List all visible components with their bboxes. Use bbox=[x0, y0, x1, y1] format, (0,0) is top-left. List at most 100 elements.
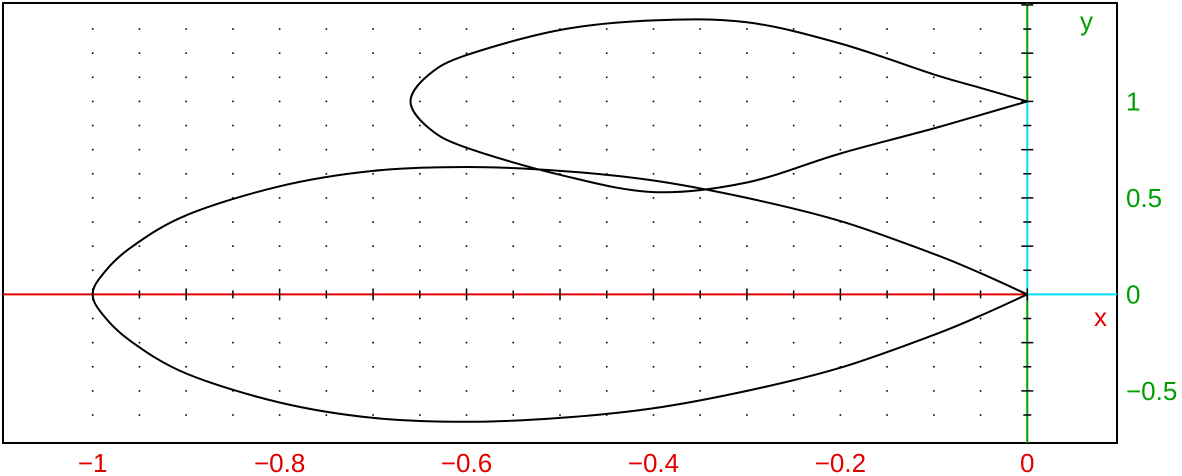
grid-dot bbox=[232, 124, 234, 127]
grid-dot bbox=[465, 317, 468, 320]
grid-dot bbox=[792, 52, 795, 54]
x-axis-label: x bbox=[1094, 302, 1107, 332]
grid-dot bbox=[699, 317, 701, 320]
grid-dot bbox=[699, 172, 701, 175]
grid-dot bbox=[839, 317, 842, 320]
grid-dot bbox=[91, 269, 94, 272]
grid-dot bbox=[652, 76, 655, 79]
grid-dot bbox=[278, 172, 281, 175]
grid-dot bbox=[652, 317, 655, 320]
grid-dot bbox=[652, 124, 655, 127]
grid-dot bbox=[652, 221, 655, 223]
grid-dot bbox=[512, 148, 515, 151]
grid-dot bbox=[91, 148, 94, 151]
tick-labels: −1 −0.8 −0.6 −0.4 −0.2 0 −0.5 0 0.5 1 bbox=[78, 86, 1177, 476]
grid-dot bbox=[933, 414, 935, 416]
grid-dot bbox=[91, 76, 94, 79]
grid-dot bbox=[792, 317, 795, 320]
grid-dot bbox=[512, 245, 515, 247]
grid-dot bbox=[372, 124, 374, 127]
grid-dot bbox=[465, 124, 468, 127]
grid-dot bbox=[746, 172, 748, 175]
y-tick-label: −0.5 bbox=[1126, 376, 1177, 406]
grid-dot bbox=[886, 52, 888, 54]
grid-dot bbox=[325, 100, 328, 103]
curve-large-loop bbox=[91, 165, 1028, 423]
grid-dot bbox=[792, 100, 795, 103]
grid-dot bbox=[185, 100, 187, 103]
grid-dot bbox=[185, 269, 187, 272]
grid-dot bbox=[933, 148, 935, 151]
grid-dot bbox=[605, 269, 608, 272]
grid-dot bbox=[839, 414, 842, 416]
grid-dot bbox=[325, 317, 328, 320]
y-axis-label: y bbox=[1080, 6, 1093, 36]
grid-dot bbox=[232, 172, 234, 175]
grid-dot bbox=[512, 52, 515, 54]
curves bbox=[91, 18, 1028, 423]
curve-small-loop bbox=[409, 18, 1028, 194]
grid-dot bbox=[886, 317, 888, 320]
grid-dot bbox=[372, 148, 374, 151]
grid-dot bbox=[652, 390, 655, 392]
grid-dot bbox=[372, 414, 374, 416]
grid-dot bbox=[933, 76, 935, 79]
grid-dot bbox=[605, 28, 608, 30]
grid-dot bbox=[91, 221, 94, 223]
grid-dot bbox=[559, 100, 561, 103]
grid-dot bbox=[232, 100, 234, 103]
grid-dot bbox=[933, 28, 935, 30]
grid-dot bbox=[91, 390, 94, 392]
grid-dot bbox=[792, 172, 795, 175]
y-tick-label: 0.5 bbox=[1126, 183, 1162, 213]
grid-dot bbox=[185, 365, 187, 368]
grid-dot bbox=[278, 221, 281, 223]
grid-dot bbox=[652, 341, 655, 344]
grid-dot bbox=[465, 414, 468, 416]
grid-dot bbox=[91, 100, 94, 103]
grid-dot bbox=[792, 245, 795, 247]
grid-dot bbox=[138, 148, 141, 151]
grid-dot bbox=[792, 76, 795, 79]
grid-dot bbox=[278, 197, 281, 199]
grid-dot bbox=[419, 317, 421, 320]
grid-dot bbox=[559, 269, 561, 272]
grid-dot bbox=[979, 390, 982, 392]
grid-dot bbox=[512, 76, 515, 79]
grid-dot bbox=[465, 76, 468, 79]
grid-dot bbox=[979, 148, 982, 151]
grid-dot bbox=[559, 341, 561, 344]
grid-dot bbox=[839, 172, 842, 175]
grid-dot bbox=[605, 221, 608, 223]
grid-dot bbox=[512, 100, 515, 103]
grid-dot bbox=[933, 172, 935, 175]
grid-dot bbox=[512, 269, 515, 272]
grid-dot bbox=[886, 100, 888, 103]
grid-dot bbox=[886, 221, 888, 223]
grid-dot bbox=[419, 124, 421, 127]
grid-dot bbox=[325, 245, 328, 247]
grid-dot bbox=[886, 269, 888, 272]
grid-dot bbox=[372, 365, 374, 368]
grid-dot bbox=[512, 124, 515, 127]
grid-dot bbox=[512, 365, 515, 368]
grid-dot bbox=[886, 390, 888, 392]
grid-dot bbox=[278, 124, 281, 127]
grid-dot bbox=[933, 124, 935, 127]
grid-dot bbox=[605, 317, 608, 320]
grid-dot bbox=[886, 245, 888, 247]
grid-dot bbox=[372, 28, 374, 30]
grid-dot bbox=[138, 124, 141, 127]
grid-dot bbox=[699, 76, 701, 79]
grid-dot bbox=[699, 269, 701, 272]
grid-dot bbox=[699, 221, 701, 223]
grid-dot bbox=[512, 390, 515, 392]
grid-dot bbox=[699, 124, 701, 127]
grid-dot bbox=[886, 148, 888, 151]
x-tick-label: −1 bbox=[78, 448, 108, 476]
grid-dot bbox=[933, 197, 935, 199]
grid-dot bbox=[605, 390, 608, 392]
grid-dot bbox=[746, 365, 748, 368]
grid-dot bbox=[325, 341, 328, 344]
grid-dot bbox=[325, 269, 328, 272]
